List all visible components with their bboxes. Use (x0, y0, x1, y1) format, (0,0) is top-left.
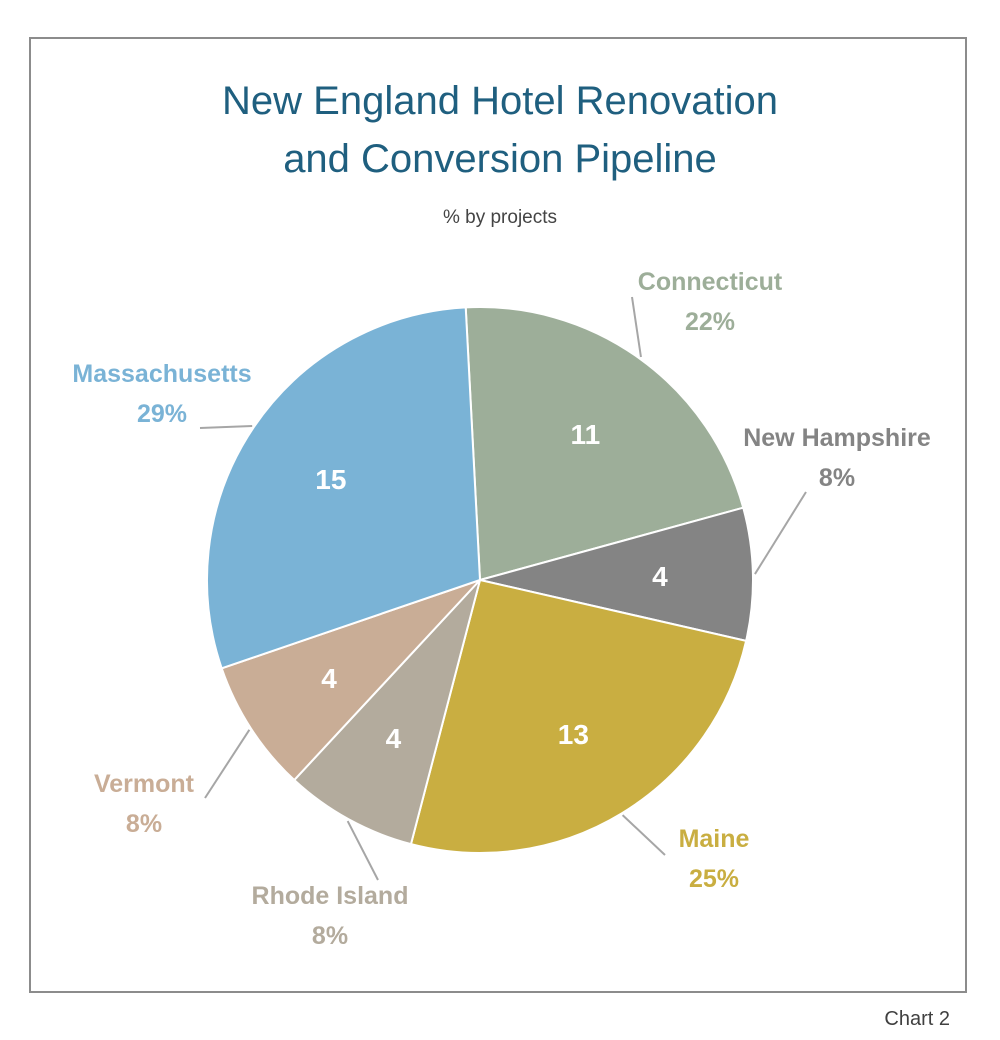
slice-new-hampshire (479, 506, 754, 643)
chart-number: Chart 2 (884, 1008, 950, 1030)
chart-subtitle: % by projects (442, 207, 558, 228)
leader-line-rhode-island (346, 820, 379, 881)
leader-lines (199, 296, 807, 881)
leader-line-connecticut (631, 296, 642, 358)
percent-label-connecticut: 22% (685, 308, 735, 336)
chart-title-line-2: and Conversion Pipeline (283, 137, 717, 181)
category-label-connecticut: Connecticut (638, 268, 783, 296)
chart-title-line-1: New England Hotel Renovation (222, 79, 778, 123)
percent-label-new-hampshire: 8% (819, 464, 855, 492)
percent-label-vermont: 8% (126, 810, 162, 838)
pie-slices (206, 306, 754, 854)
category-label-rhode-island: Rhode Island (252, 882, 409, 910)
category-label-maine: Maine (679, 825, 750, 853)
value-label-rhode-island: 4 (386, 723, 402, 754)
percent-label-maine: 25% (689, 865, 739, 893)
value-label-maine: 13 (558, 719, 589, 750)
leader-line-new-hampshire (754, 491, 807, 575)
leader-line-maine (621, 814, 666, 856)
leader-line-massachusetts (199, 424, 253, 429)
chart-frame (29, 37, 967, 993)
value-label-massachusetts: 15 (315, 464, 346, 495)
value-labels: 11 4 13 4 4 15 (315, 419, 668, 754)
slice-rhode-island (292, 579, 481, 846)
value-label-connecticut: 11 (571, 419, 601, 450)
percent-label-massachusetts: 29% (137, 400, 187, 428)
category-label-massachusetts: Massachusetts (72, 360, 251, 388)
category-label-new-hampshire: New Hampshire (743, 424, 931, 452)
value-label-new-hampshire: 4 (652, 561, 668, 592)
chart-title: New England Hotel Renovation and Convers… (0, 72, 1000, 188)
slice-connecticut (464, 306, 745, 582)
slice-massachusetts (206, 306, 482, 670)
slice-vermont (220, 579, 481, 782)
percent-label-rhode-island: 8% (312, 922, 348, 950)
category-labels: Connecticut 22% New Hampshire 8% Maine 25% Rho… (72, 268, 931, 950)
slice-maine (409, 578, 748, 854)
category-label-vermont: Vermont (94, 770, 195, 798)
leader-line-vermont (204, 729, 251, 799)
value-label-vermont: 4 (321, 663, 337, 694)
